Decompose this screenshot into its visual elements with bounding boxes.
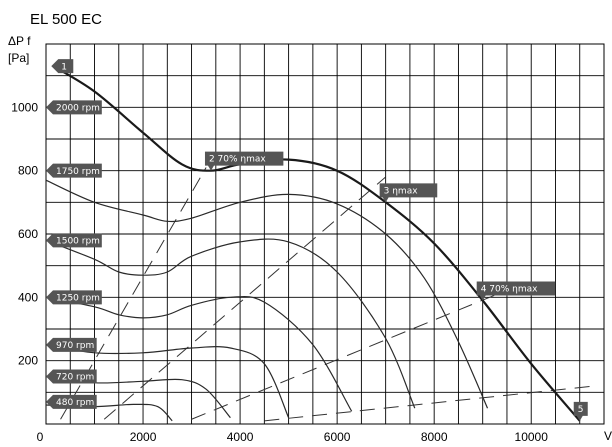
x-axis-label: V xyxy=(604,429,612,443)
rpm-label-text: 1500 rpm xyxy=(56,237,100,247)
x-tick-label: 2000 xyxy=(130,430,157,444)
point-annotation: 4 70% ηmax xyxy=(476,281,556,301)
y-tick-label: 1000 xyxy=(11,100,38,114)
rpm-label-box xyxy=(46,394,97,409)
x-tick-label: 0 xyxy=(37,430,44,444)
annotation-text: 2 70% ηmax xyxy=(209,155,266,165)
rpm-label: 970 rpm xyxy=(46,337,97,352)
y-tick-label: 600 xyxy=(18,227,38,241)
annotation-box xyxy=(476,281,556,301)
point-annotation: 3 ηmax xyxy=(379,183,438,203)
series-line xyxy=(45,179,489,409)
efficiency-line xyxy=(191,293,498,420)
tick-labels: 0 2000 4000 6000 8000 10000 200 400 600 800 1000 xyxy=(11,100,548,444)
grid xyxy=(45,43,605,425)
rpm-label: 480 rpm xyxy=(46,394,97,409)
rpm-label-box xyxy=(46,163,102,178)
annotation-text: 5 xyxy=(578,405,584,415)
annotation-box xyxy=(573,401,588,421)
annotation-box xyxy=(51,59,74,74)
series-line xyxy=(45,238,416,409)
rpm-label: 1750 rpm xyxy=(46,163,102,178)
x-tick-label: 6000 xyxy=(324,430,351,444)
y-tick-label: 200 xyxy=(18,354,38,368)
y-axis-label: ΔP f xyxy=(8,34,31,48)
series-line xyxy=(52,65,581,422)
rpm-label-box xyxy=(46,337,97,352)
point-annotation: 2 70% ηmax xyxy=(204,151,284,171)
rpm-label-box xyxy=(46,369,97,384)
series-line xyxy=(45,344,290,418)
point-annotation: 5 xyxy=(573,401,588,421)
rpm-label-text: 1250 rpm xyxy=(56,294,100,304)
annotation-text: 3 ηmax xyxy=(384,186,419,196)
rpm-label-text: 480 rpm xyxy=(56,398,94,408)
x-tick-label: 10000 xyxy=(515,430,549,444)
y-axis-unit: [Pa] xyxy=(8,51,29,65)
labels: 2000 rpm 1750 rpm 1500 rpm 1250 rpm 970 rpm 7… xyxy=(46,59,588,421)
annotation-box xyxy=(379,183,438,203)
rpm-label: 1500 rpm xyxy=(46,233,102,248)
rpm-label-text: 1750 rpm xyxy=(56,167,100,177)
series-line xyxy=(45,295,353,412)
y-tick-label: 800 xyxy=(18,164,38,178)
efficiency-line xyxy=(103,176,386,420)
rpm-label-text: 970 rpm xyxy=(56,341,94,351)
annotation-box xyxy=(204,151,284,171)
rpm-label: 1250 rpm xyxy=(46,290,102,305)
annotation-text: 1 xyxy=(61,62,67,72)
chart-title: EL 500 EC xyxy=(30,11,102,28)
rpm-label-text: 720 rpm xyxy=(56,373,94,383)
rpm-label: 720 rpm xyxy=(46,369,97,384)
y-tick-label: 400 xyxy=(18,290,38,304)
x-tick-label: 4000 xyxy=(227,430,254,444)
plot-frame xyxy=(45,43,605,425)
rpm-label-text: 2000 rpm xyxy=(56,104,100,114)
efficiency-line xyxy=(264,385,595,422)
rpm-label-box xyxy=(46,100,102,115)
x-tick-label: 8000 xyxy=(421,430,448,444)
point-annotation: 1 xyxy=(51,59,74,74)
rpm-label: 2000 rpm xyxy=(46,100,102,115)
annotation-text: 4 70% ηmax xyxy=(481,285,538,295)
rpm-label-box xyxy=(46,233,102,248)
rpm-label-box xyxy=(46,290,102,305)
